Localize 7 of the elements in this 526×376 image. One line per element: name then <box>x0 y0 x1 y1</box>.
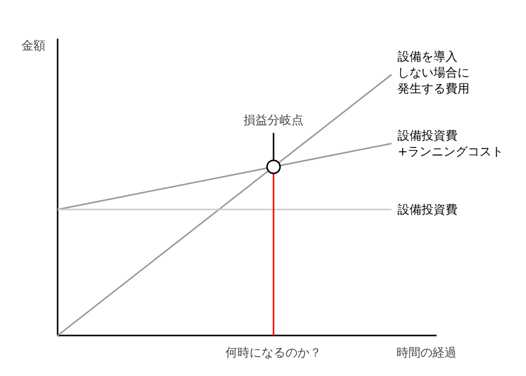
y-axis-title: 金額 <box>22 38 46 53</box>
annotation: 損益分岐点 <box>244 112 304 127</box>
series-label: 設備投資費 <box>398 202 458 217</box>
x-axis-title: 時間の経過 <box>396 346 457 360</box>
series-label: 設備投資費+ランニングコスト <box>398 128 504 158</box>
text: 何時になるのか？ <box>226 346 322 360</box>
series-label: 設備を導入しない場合に発生する費用 <box>398 50 470 96</box>
